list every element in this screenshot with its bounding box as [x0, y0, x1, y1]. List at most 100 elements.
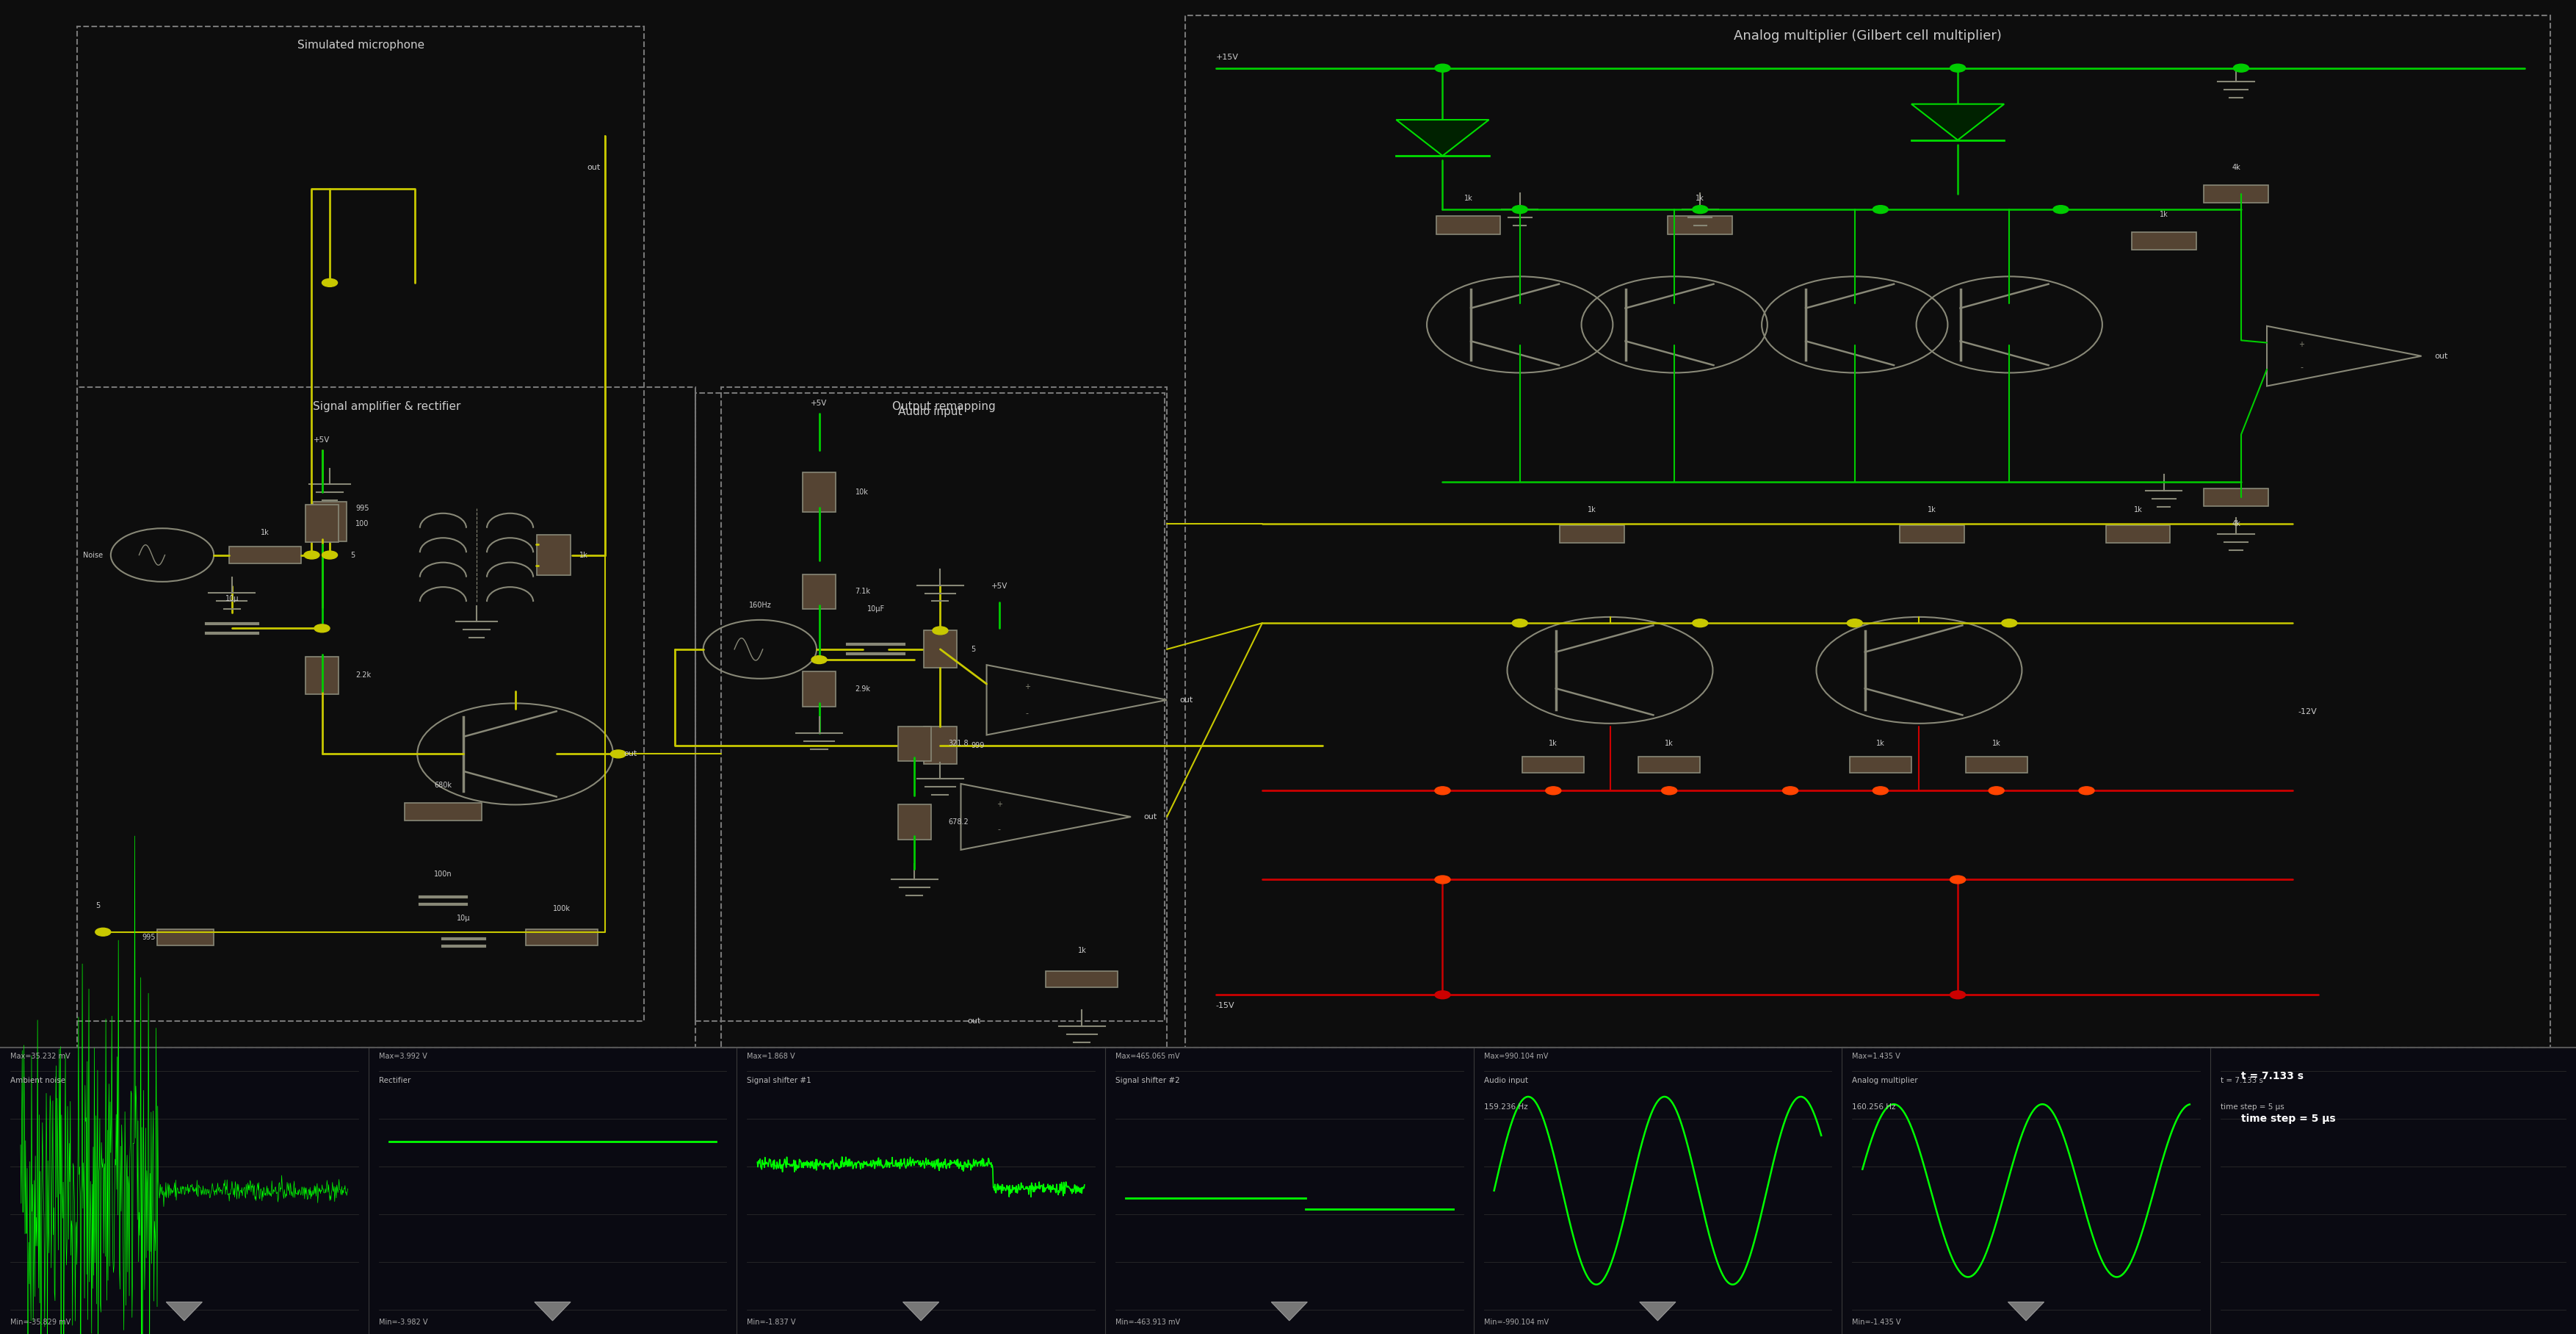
- Text: 5: 5: [971, 646, 976, 652]
- Text: 160.256 Hz: 160.256 Hz: [1852, 1103, 1896, 1111]
- Text: 995: 995: [142, 934, 155, 940]
- Text: 1k: 1k: [260, 528, 270, 536]
- Polygon shape: [2009, 1302, 2045, 1321]
- Text: out: out: [2434, 352, 2447, 360]
- Text: Signal shifter #2: Signal shifter #2: [1115, 1077, 1180, 1085]
- Text: -: -: [2300, 364, 2303, 371]
- Circle shape: [1435, 787, 1450, 795]
- Circle shape: [1783, 787, 1798, 795]
- Text: Audio input: Audio input: [899, 406, 961, 418]
- Text: 5: 5: [350, 551, 355, 559]
- Text: Noise: Noise: [82, 551, 103, 559]
- Circle shape: [1873, 205, 1888, 213]
- Bar: [314, 502, 345, 542]
- Text: out: out: [1180, 696, 1193, 703]
- Text: out: out: [587, 164, 600, 171]
- Bar: [804, 575, 835, 610]
- Text: 160Hz: 160Hz: [750, 602, 770, 608]
- Text: 1k: 1k: [1587, 507, 1597, 514]
- Text: Max=465.065 mV: Max=465.065 mV: [1115, 1053, 1180, 1061]
- Polygon shape: [1638, 1302, 1674, 1321]
- Text: +: +: [1025, 683, 1030, 691]
- Bar: [1437, 216, 1499, 235]
- Text: Simulated microphone: Simulated microphone: [296, 40, 425, 51]
- Text: 10µ: 10µ: [224, 595, 240, 603]
- Circle shape: [314, 624, 330, 632]
- Text: Min=-990.104 mV: Min=-990.104 mV: [1484, 1318, 1548, 1326]
- Bar: [1638, 756, 1700, 772]
- Text: 1k: 1k: [1875, 739, 1886, 747]
- Circle shape: [2053, 205, 2069, 213]
- Polygon shape: [1396, 120, 1489, 156]
- Bar: [1965, 756, 2027, 772]
- Circle shape: [2079, 787, 2094, 795]
- Text: Analog multiplier: Analog multiplier: [1852, 1077, 1919, 1085]
- Text: 4k: 4k: [2231, 164, 2241, 171]
- Text: 4k: 4k: [2231, 520, 2241, 527]
- Text: Min=-1.837 V: Min=-1.837 V: [747, 1318, 796, 1326]
- Bar: [0, 1047, 2576, 1334]
- Bar: [304, 506, 340, 543]
- Circle shape: [1662, 787, 1677, 795]
- Text: 321.8: 321.8: [948, 740, 969, 747]
- Text: time step = 5 μs: time step = 5 μs: [2241, 1114, 2336, 1125]
- Circle shape: [1847, 619, 1862, 627]
- Text: Min=-1.435 V: Min=-1.435 V: [1852, 1318, 1901, 1326]
- Bar: [804, 672, 835, 707]
- Text: Signal amplifier & rectifier: Signal amplifier & rectifier: [312, 400, 461, 412]
- Text: Audio input: Audio input: [1484, 1077, 1528, 1085]
- Text: Ambient noise: Ambient noise: [10, 1077, 64, 1085]
- Bar: [1522, 756, 1584, 772]
- Text: 100n: 100n: [433, 870, 453, 878]
- Text: 7.1k: 7.1k: [855, 588, 871, 595]
- Circle shape: [2233, 64, 2249, 72]
- Text: 1k: 1k: [1463, 195, 1473, 203]
- Text: -12V: -12V: [2298, 708, 2316, 716]
- Text: 10k: 10k: [855, 488, 868, 496]
- Text: -: -: [997, 826, 999, 832]
- Text: t = 7.133 s: t = 7.133 s: [2241, 1071, 2303, 1082]
- Text: 100k: 100k: [554, 906, 569, 912]
- Bar: [804, 472, 835, 512]
- Polygon shape: [902, 1302, 938, 1321]
- Bar: [404, 803, 482, 820]
- Bar: [2205, 488, 2269, 506]
- Bar: [2205, 185, 2269, 203]
- Circle shape: [611, 750, 626, 758]
- Bar: [2107, 526, 2172, 543]
- Text: 678.2: 678.2: [948, 818, 969, 826]
- Text: Max=35.232 mV: Max=35.232 mV: [10, 1053, 70, 1061]
- Bar: [1901, 526, 1965, 543]
- Text: 995: 995: [355, 504, 368, 512]
- Text: 1k: 1k: [1664, 739, 1674, 747]
- Text: 5: 5: [95, 902, 100, 910]
- Text: 1k: 1k: [1695, 195, 1705, 203]
- Polygon shape: [533, 1302, 569, 1321]
- Text: Analog multiplier (Gilbert cell multiplier): Analog multiplier (Gilbert cell multipli…: [1734, 29, 2002, 43]
- Bar: [922, 631, 958, 668]
- Text: out: out: [1144, 814, 1157, 820]
- Bar: [1850, 756, 1911, 772]
- Polygon shape: [1911, 104, 2004, 140]
- Circle shape: [322, 551, 337, 559]
- Text: 159.236 Hz: 159.236 Hz: [1484, 1103, 1528, 1111]
- Circle shape: [322, 279, 337, 287]
- Circle shape: [1435, 64, 1450, 72]
- Bar: [899, 726, 933, 760]
- Circle shape: [1950, 64, 1965, 72]
- Text: Max=1.435 V: Max=1.435 V: [1852, 1053, 1901, 1061]
- Text: Output remapping: Output remapping: [891, 400, 997, 412]
- Text: +: +: [997, 800, 1002, 808]
- Text: Max=3.992 V: Max=3.992 V: [379, 1053, 428, 1061]
- Circle shape: [1950, 991, 1965, 999]
- Text: -: -: [1025, 710, 1028, 716]
- Text: 1k: 1k: [1077, 947, 1087, 955]
- Bar: [922, 727, 958, 764]
- Circle shape: [811, 656, 827, 664]
- Circle shape: [1692, 205, 1708, 213]
- Text: Max=990.104 mV: Max=990.104 mV: [1484, 1053, 1548, 1061]
- Text: 2.2k: 2.2k: [355, 672, 371, 679]
- Text: 1k: 1k: [1927, 507, 1937, 514]
- Circle shape: [304, 551, 319, 559]
- Text: Min=-3.982 V: Min=-3.982 V: [379, 1318, 428, 1326]
